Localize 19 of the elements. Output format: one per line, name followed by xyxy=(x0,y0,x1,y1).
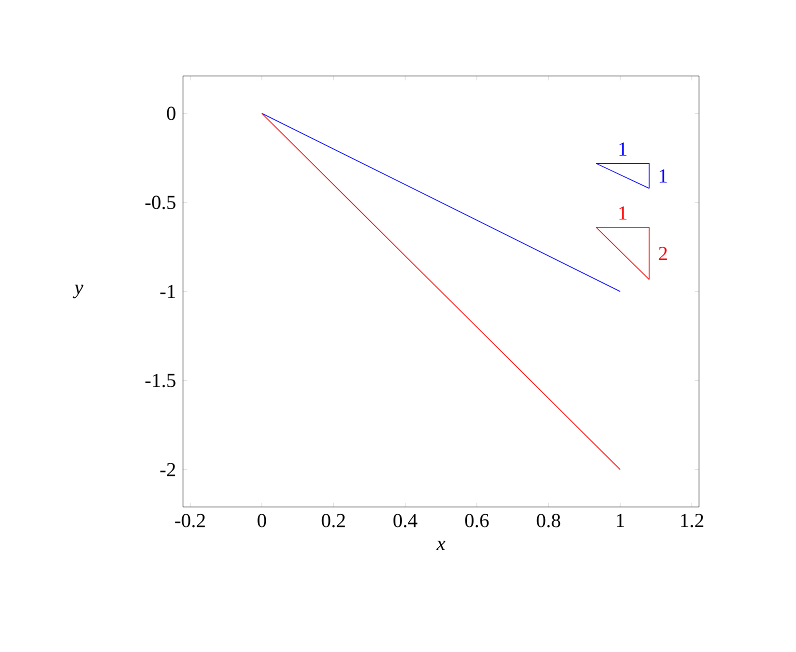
y-tick-label: -1.5 xyxy=(145,374,176,388)
x-tick-label: 0.4 xyxy=(393,514,418,528)
y-tick-label: 0 xyxy=(166,106,176,120)
x-tick-label: 1 xyxy=(616,514,624,527)
x-tick-label: 1.2 xyxy=(681,514,704,528)
y-tick-label: -2 xyxy=(160,462,176,476)
annotation: 1 xyxy=(660,169,667,182)
x-tick-label: 0.8 xyxy=(536,514,560,528)
x-tick-label: -0.2 xyxy=(175,514,205,528)
annotation: 2 xyxy=(658,246,667,260)
annotation: 1 xyxy=(619,206,626,220)
x-axis-title: x xyxy=(436,540,446,550)
x-tick-label: 0.2 xyxy=(322,514,345,528)
x-tick-label: 0 xyxy=(258,514,266,528)
y-axis-title: y xyxy=(72,284,84,298)
annotation: 1 xyxy=(619,142,626,156)
x-tick-label: 0.6 xyxy=(465,514,489,528)
y-tick-label: -1 xyxy=(160,284,175,298)
y-tick-label: -0.5 xyxy=(145,196,176,210)
